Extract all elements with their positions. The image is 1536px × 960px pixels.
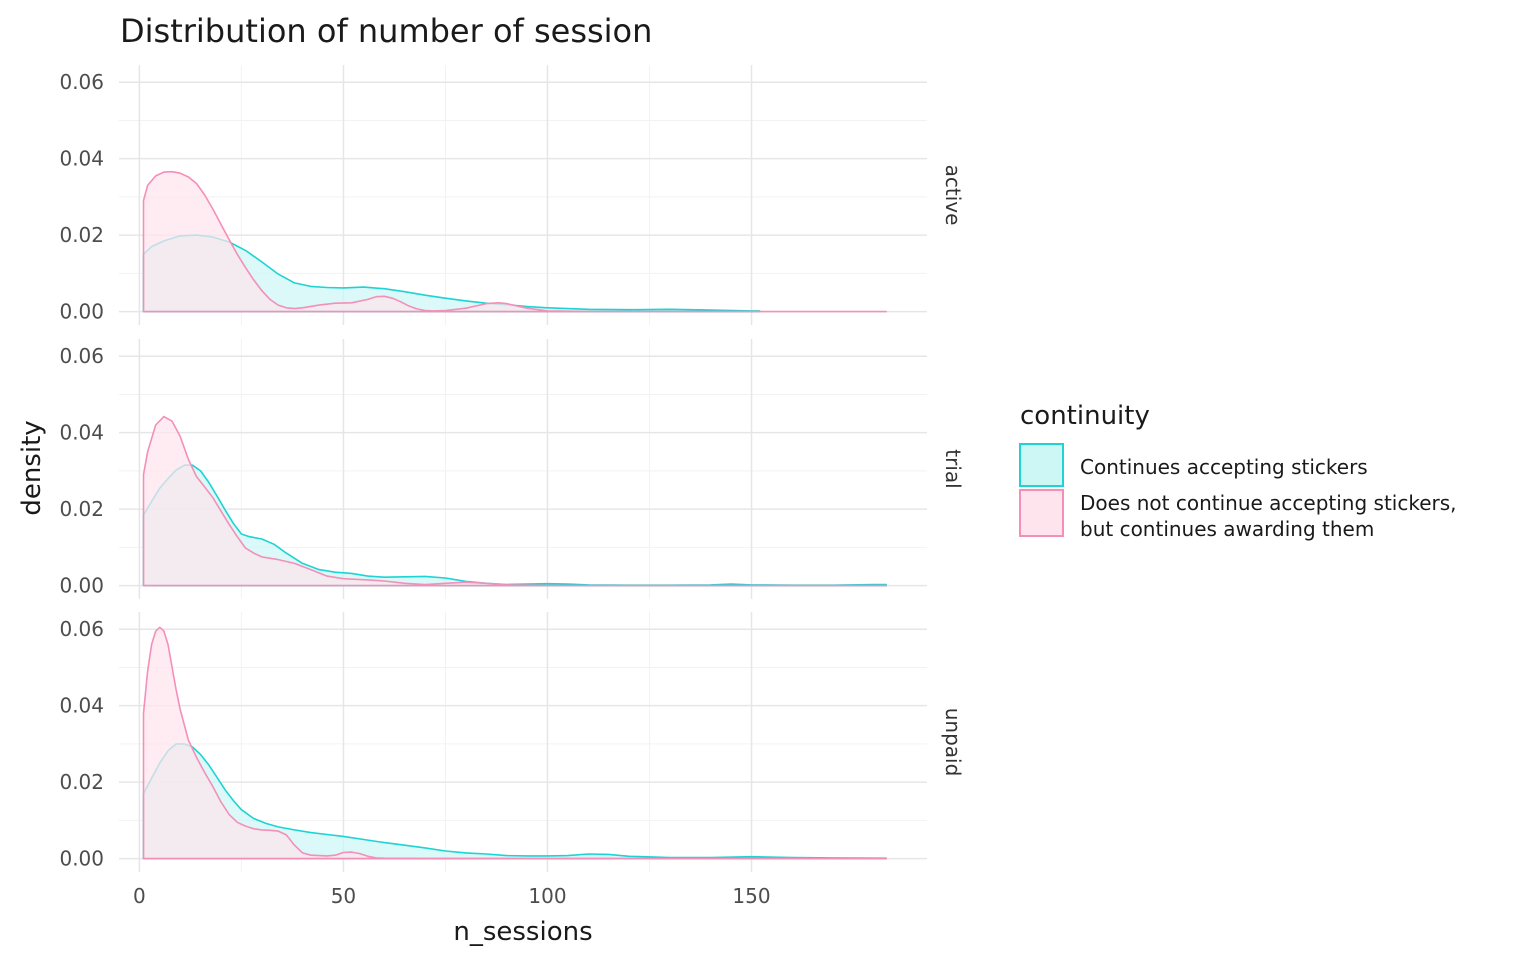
legend: continuity Continues accepting stickers … [1019, 401, 1457, 541]
panel-active: 0.00 0.02 0.04 0.06 active [59, 65, 965, 325]
legend-title: continuity [1020, 401, 1150, 431]
facet-label-trial: trial [941, 449, 965, 488]
legend-label-not-continue-line1: Does not continue accepting stickers, [1080, 491, 1457, 515]
x-tick-label: 100 [528, 884, 566, 908]
facet-label-active: active [941, 165, 965, 226]
density-area-active-not-continue [142, 170, 887, 313]
y-axis-title: density [17, 420, 47, 515]
panel-unpaid: 0.00 0.02 0.04 0.06 unpaid [59, 612, 965, 872]
x-tick-label: 50 [331, 884, 356, 908]
legend-key-continues [1019, 443, 1064, 487]
y-tick-label: 0.00 [59, 847, 104, 871]
y-tick-label: 0.06 [59, 70, 104, 94]
facet-label-unpaid: unpaid [941, 708, 965, 777]
y-tick-label: 0.04 [59, 421, 104, 445]
x-axis-title: n_sessions [453, 917, 592, 947]
panels-group: 0.00 0.02 0.04 0.06 active 0.00 0.02 0.04 0.06 tr… [59, 65, 965, 872]
panel-trial: 0.00 0.02 0.04 0.06 trial [59, 339, 965, 599]
y-tick-label: 0.02 [59, 223, 104, 247]
x-axis-ticks: 0 50 100 150 [133, 884, 771, 908]
chart-title: Distribution of number of session [120, 12, 652, 50]
y-tick-label: 0.02 [59, 497, 104, 521]
y-tick-label: 0.02 [59, 770, 104, 794]
density-area-trial-not-continue [142, 415, 887, 587]
y-tick-label: 0.04 [59, 147, 104, 171]
x-tick-label: 0 [133, 884, 146, 908]
y-tick-label: 0.06 [59, 344, 104, 368]
density-area-unpaid-not-continue [142, 626, 887, 860]
legend-label-not-continue-line2: but continues awarding them [1080, 517, 1374, 541]
legend-key-not-continue [1019, 489, 1064, 537]
x-tick-label: 150 [732, 884, 770, 908]
y-tick-label: 0.00 [59, 300, 104, 324]
legend-label-continues: Continues accepting stickers [1080, 455, 1368, 479]
y-tick-label: 0.04 [59, 694, 104, 718]
y-tick-label: 0.00 [59, 574, 104, 598]
y-tick-label: 0.06 [59, 617, 104, 641]
